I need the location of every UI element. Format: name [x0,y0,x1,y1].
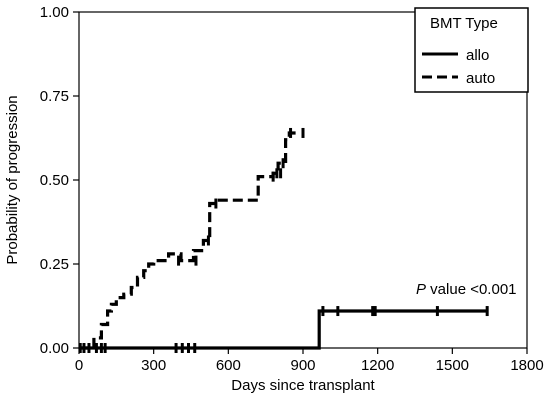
legend-label-auto: auto [466,70,495,87]
x-tick-label: 1500 [436,357,469,374]
series-line-auto [79,131,298,350]
y-tick-label: 0.50 [40,172,69,189]
p-value-annotation: P value <0.001 [416,281,517,298]
p-value-text: value <0.001 [426,281,517,298]
legend-title: BMT Type [430,15,498,32]
x-axis: 0 300 600 900 1200 1500 1800 [75,348,544,374]
series-layer [78,127,489,353]
x-axis-label: Days since transplant [231,377,375,394]
x-tick-label: 1200 [361,357,394,374]
y-axis-label: Probability of progression [4,95,21,264]
y-tick-label: 0.25 [40,256,69,273]
y-tick-label: 0.00 [40,340,69,357]
y-tick-label: 1.00 [40,4,69,21]
series-line-allo [79,309,488,350]
x-tick-label: 1800 [510,357,543,374]
x-tick-label: 600 [216,357,241,374]
legend-box [414,7,529,93]
y-tick-label: 0.75 [40,88,69,105]
p-value-italic: P [416,281,426,298]
legend-label-allo: allo [466,47,489,64]
x-tick-label: 300 [141,357,166,374]
legend: BMT Type allo auto [414,7,529,93]
x-tick-label: 0 [75,357,83,374]
y-axis: 0.00 0.25 0.50 0.75 1.00 [40,4,79,357]
x-tick-label: 900 [290,357,315,374]
